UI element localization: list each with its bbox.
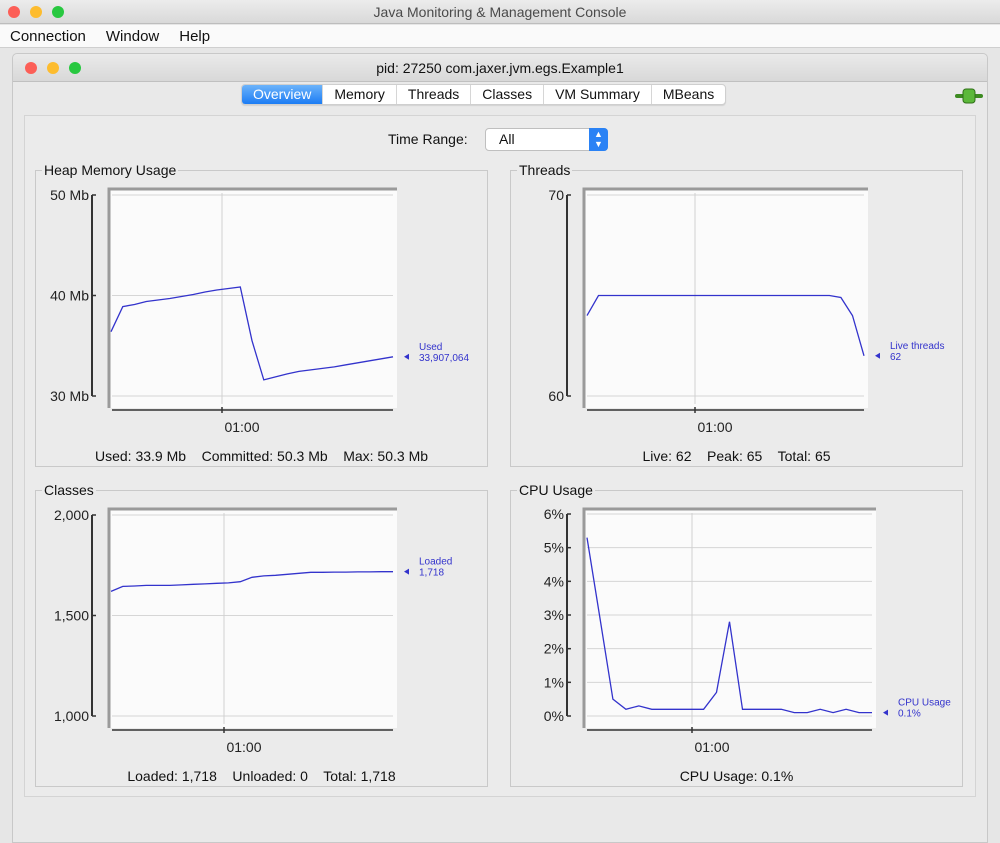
zoom-button[interactable] [52, 6, 64, 18]
tab-classes[interactable]: Classes [470, 85, 543, 104]
y-tick-label: 0% [544, 708, 564, 724]
y-tick-label: 6% [544, 506, 564, 522]
x-tick-label: 01:00 [694, 739, 729, 755]
y-tick-label: 2,000 [54, 507, 89, 523]
frame-close-button[interactable] [25, 62, 37, 74]
frame-zoom-button[interactable] [69, 62, 81, 74]
threads-panel: Threads [510, 162, 963, 467]
series-value-label: 1,718 [419, 568, 444, 579]
frame-minimize-button[interactable] [47, 62, 59, 74]
series-name-label: Loaded [419, 557, 452, 568]
menu-window[interactable]: Window [105, 28, 160, 45]
cpu-panel: CPU Usage [510, 482, 963, 787]
classes-title: Classes [42, 482, 96, 498]
y-tick-label: 50 Mb [50, 187, 89, 203]
cpu-summary: CPU Usage: 0.1% [679, 768, 794, 784]
plot-area [583, 508, 876, 728]
tab-memory[interactable]: Memory [322, 85, 396, 104]
menu-bar: Connection Window Help [0, 25, 1000, 48]
plot-border [107, 507, 397, 728]
close-button[interactable] [8, 6, 20, 18]
y-tick-label: 1,000 [54, 708, 89, 724]
plot-area [108, 508, 397, 728]
tab-threads[interactable]: Threads [395, 85, 470, 104]
series-line [586, 294, 865, 356]
minimize-button[interactable] [30, 6, 42, 18]
classes-panel: Classes [35, 482, 488, 787]
y-tick-label: 2% [544, 641, 564, 657]
time-range-value: All [499, 131, 515, 147]
series-value-label: 0.1% [898, 709, 921, 720]
tab-overview[interactable]: Overview [242, 85, 323, 104]
tab-bar: Overview Memory Threads Classes VM Summa… [241, 84, 727, 105]
threads-summary: Live: 62 Peak: 65 Total: 65 [642, 448, 831, 464]
heap-panel: Heap Memory Usage [35, 162, 488, 467]
green-plug-icon[interactable] [955, 87, 983, 105]
y-tick-label: 40 Mb [50, 288, 89, 304]
y-tick-label: 1,500 [54, 608, 89, 624]
menu-connection[interactable]: Connection [10, 28, 86, 45]
cpu-title: CPU Usage [517, 482, 595, 498]
series-name-label: Used [419, 342, 442, 353]
series-marker-icon [875, 352, 880, 359]
series-value-label: 33,907,064 [419, 353, 469, 364]
frame-title: pid: 27250 com.jaxer.jvm.egs.Example1 [376, 60, 624, 76]
threads-title: Threads [517, 162, 573, 178]
plot-area [108, 188, 397, 408]
menu-help[interactable]: Help [179, 28, 211, 45]
x-tick-label: 01:00 [224, 419, 259, 435]
time-range-label: Time Range: [388, 131, 468, 147]
y-tick-label: 1% [544, 674, 564, 690]
y-tick-label: 60 [548, 388, 564, 404]
heap-summary: Used: 33.9 Mb Committed: 50.3 Mb Max: 50… [94, 448, 429, 464]
window-title-bar: Java Monitoring & Management Console [0, 0, 1000, 24]
x-tick-label: 01:00 [697, 419, 732, 435]
plot-border [107, 187, 397, 408]
series-line [586, 537, 872, 714]
series-name-label: Live threads [890, 341, 944, 352]
y-tick-label: 5% [544, 540, 564, 556]
series-marker-icon [404, 353, 409, 360]
tab-mbeans[interactable]: MBeans [650, 85, 725, 104]
time-range-select[interactable]: All ▲ ▼ [485, 128, 608, 151]
internal-frame-title-bar: pid: 27250 com.jaxer.jvm.egs.Example1 [13, 54, 987, 82]
series-name-label: CPU Usage [898, 698, 951, 709]
series-line [110, 571, 393, 592]
series-line [110, 286, 394, 381]
series-value-label: 62 [890, 352, 902, 363]
tab-vm-summary[interactable]: VM Summary [543, 85, 651, 104]
series-marker-icon [883, 709, 888, 716]
heap-title: Heap Memory Usage [42, 162, 179, 178]
chevron-up-down-icon: ▲ ▼ [589, 128, 608, 151]
y-tick-label: 3% [544, 607, 564, 623]
classes-summary: Loaded: 1,718 Unloaded: 0 Total: 1,718 [127, 768, 396, 784]
plot-border [582, 507, 876, 728]
y-tick-label: 4% [544, 573, 564, 589]
plot-border [582, 187, 868, 408]
plot-area [583, 188, 868, 408]
series-marker-icon [404, 568, 409, 575]
window-title: Java Monitoring & Management Console [373, 4, 627, 20]
x-tick-label: 01:00 [226, 739, 261, 755]
y-tick-label: 70 [548, 187, 564, 203]
y-tick-label: 30 Mb [50, 388, 89, 404]
